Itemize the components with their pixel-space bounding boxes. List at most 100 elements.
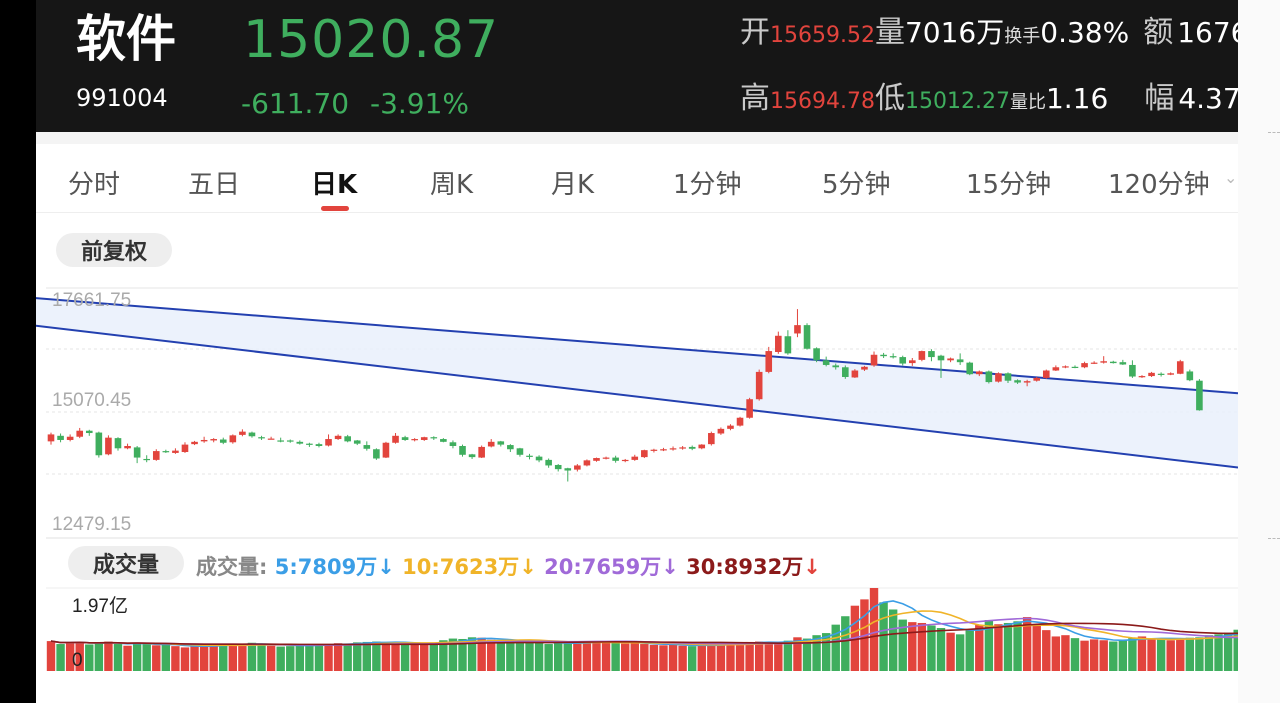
candle [181, 442, 189, 453]
candle [832, 363, 840, 370]
candle [813, 347, 820, 363]
volume-bar [1080, 640, 1089, 671]
candle-body [459, 445, 466, 455]
ma5-arrow-icon: ↓ [377, 555, 395, 579]
candle-body [861, 366, 868, 370]
candle [1176, 359, 1184, 375]
candle [124, 443, 131, 450]
candle [296, 440, 304, 445]
candle-body [344, 436, 351, 442]
candle-body [1148, 372, 1155, 377]
volume-bar [353, 642, 362, 671]
volume-bar [400, 643, 410, 671]
chevron-down-icon[interactable]: ⌄ [1224, 168, 1238, 187]
volume-bar [372, 641, 381, 671]
volume-bar [793, 637, 802, 671]
candle-body [497, 441, 505, 445]
candle-body [736, 417, 744, 426]
candle-body [650, 449, 658, 451]
candle-body [1004, 373, 1012, 381]
candle-body [717, 428, 725, 434]
candle [736, 416, 744, 427]
volume-bar [774, 643, 783, 671]
volume-bar [362, 641, 372, 671]
candle-body [57, 435, 64, 440]
candle-body [899, 357, 907, 364]
ma20-arrow-icon: ↓ [661, 555, 679, 579]
candle-body [1138, 376, 1146, 378]
volume-bar [113, 644, 123, 671]
tab-1min[interactable]: 1分钟 [673, 170, 742, 200]
candle [239, 429, 246, 437]
volume-bar [678, 645, 687, 671]
candle-body [822, 360, 830, 365]
tab-five-day[interactable]: 五日 [188, 170, 241, 200]
candle-body [688, 446, 696, 449]
candle [267, 436, 275, 440]
candle-body [1014, 380, 1021, 383]
candle-body [277, 440, 284, 442]
volume-bar [1003, 622, 1013, 671]
period-tabs: 分时 五日 日K 周K 月K 1分钟 5分钟 15分钟 120分钟 ⌄ [36, 144, 1238, 213]
price-change: -611.70 -3.91% [241, 90, 469, 118]
candle-body [1071, 366, 1079, 369]
candle [152, 449, 160, 461]
candle-body [507, 445, 514, 450]
volume-bar [1099, 640, 1108, 671]
candle-body [286, 440, 294, 442]
volume-bar [1118, 639, 1128, 671]
volume-bar [381, 642, 391, 671]
adjust-mode-button[interactable]: 前复权 [56, 233, 172, 267]
tab-daily-k[interactable]: 日K [311, 170, 358, 200]
ma20-label: 20:7659万 [544, 555, 662, 579]
volume-bar [1147, 638, 1156, 671]
candle-body [909, 360, 916, 364]
candle [1042, 369, 1050, 379]
candle [229, 434, 237, 444]
tab-monthly-k[interactable]: 月K [551, 170, 595, 200]
candle [698, 444, 706, 450]
candle [650, 448, 658, 453]
candle [392, 433, 399, 444]
candle [200, 436, 208, 443]
candle [765, 346, 773, 374]
candle [430, 436, 438, 440]
volume-legend-title: 成交量: [196, 555, 268, 579]
volume-bar [1185, 637, 1195, 671]
candle-body [95, 432, 103, 456]
candle-body [200, 439, 208, 442]
candle [909, 358, 916, 366]
candle-body [516, 448, 524, 455]
tab-timeshare[interactable]: 分时 [68, 170, 121, 200]
candle [210, 438, 217, 443]
volume-bar [946, 632, 955, 671]
volume-bar [1128, 638, 1137, 671]
channel-fill [36, 298, 1238, 468]
candle-body [679, 447, 686, 449]
volume-bar [687, 646, 697, 671]
volume-bar [821, 633, 831, 671]
tab-weekly-k[interactable]: 周K [430, 170, 474, 200]
tab-5min[interactable]: 5分钟 [822, 170, 891, 200]
candle [66, 434, 74, 442]
volume-bar [525, 642, 534, 671]
candle-body [708, 433, 715, 445]
volume-bar [324, 644, 333, 671]
candle-body [593, 458, 600, 461]
candle [1071, 365, 1079, 369]
candle-body [574, 465, 581, 470]
candle [947, 357, 954, 363]
volume-bar [247, 642, 257, 671]
candle-body [114, 438, 122, 449]
volume-bar [879, 602, 888, 671]
candle [286, 439, 294, 443]
candle [382, 441, 390, 459]
volume-indicator-button[interactable]: 成交量 [68, 546, 184, 580]
tab-120min[interactable]: 120分钟 [1108, 170, 1210, 200]
candle-body [727, 425, 734, 429]
tab-15min[interactable]: 15分钟 [966, 170, 1052, 200]
volume-bar [783, 640, 793, 671]
candle-body [698, 444, 706, 449]
candle-body [564, 468, 572, 471]
candle [420, 436, 428, 441]
